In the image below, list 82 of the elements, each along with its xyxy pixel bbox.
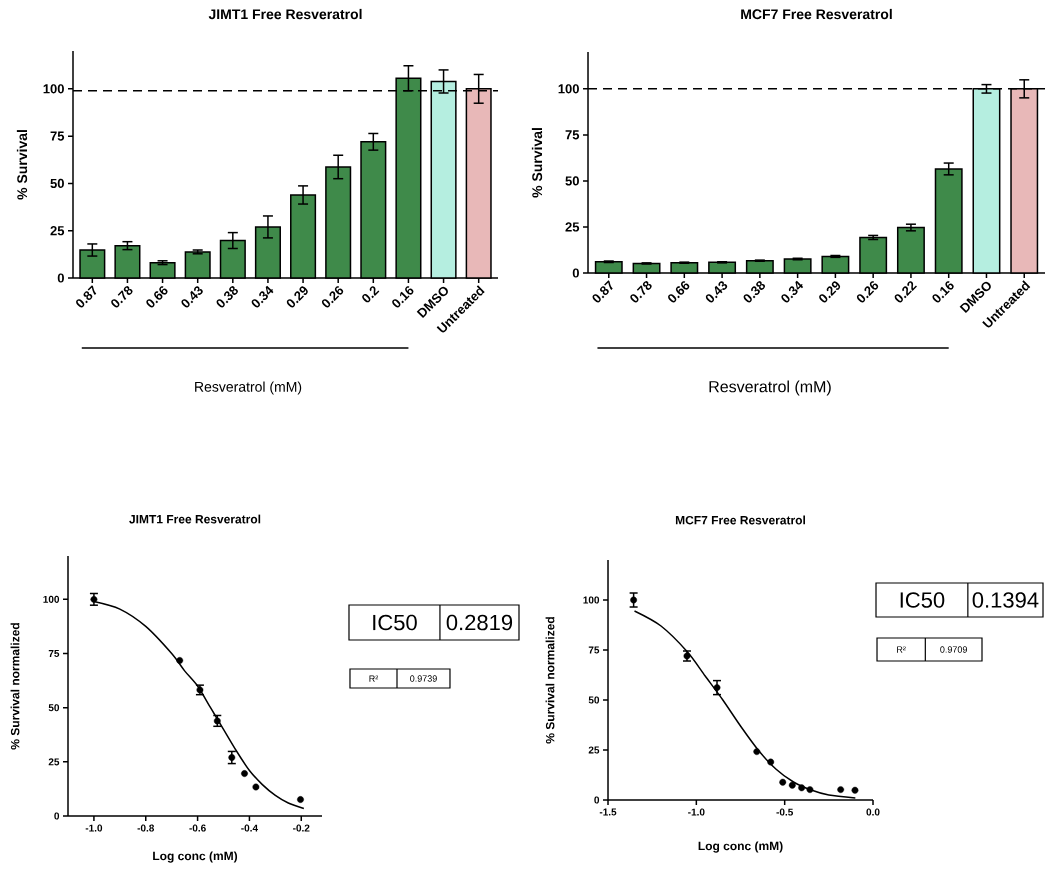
text: 0.1394	[972, 592, 1039, 608]
x-tick-label: -0.4	[241, 824, 258, 832]
y-tick-label: 50	[48, 704, 60, 712]
y-tick-label: 50	[565, 176, 579, 186]
x-tick-label: -1.0	[688, 808, 705, 816]
x-tick-label: 0.38	[216, 286, 238, 308]
y-tick-label: 75	[588, 646, 600, 654]
x-tick-label: -1.5	[599, 808, 617, 816]
y-tick-label: 100	[43, 595, 60, 603]
y-tick-label: 75	[565, 130, 580, 140]
x-tick-label: 0.43	[181, 286, 203, 308]
x-tick-label: 0.26	[321, 286, 344, 308]
point	[252, 783, 260, 791]
point	[713, 684, 721, 692]
x-tick-label: -0.8	[137, 824, 155, 832]
x-tick-label: 0.2	[362, 286, 380, 303]
text: IC50	[373, 614, 417, 631]
y-tick-label: 0	[57, 273, 64, 283]
chart-title: JIMT1 Free Resveratrol	[129, 514, 261, 524]
chart-title: JIMT1 Free Resveratrol	[208, 8, 362, 20]
y-tick-label: 50	[588, 696, 600, 704]
y-tick-label: 0	[54, 812, 60, 820]
x-tick-label: 0.16	[932, 281, 954, 303]
y-axis-title: % Survival normalized	[10, 623, 20, 750]
point	[753, 748, 761, 756]
x-tick-label: 0.66	[668, 281, 690, 303]
text: 0.9709	[940, 646, 967, 653]
y-tick-label: 25	[48, 758, 60, 766]
x-tick-label: 0.22	[894, 281, 917, 303]
point	[176, 657, 184, 664]
y-tick-label: 0	[572, 268, 579, 278]
x-tick-label: -0.2	[293, 824, 310, 832]
x-tick-label: -0.5	[776, 808, 794, 816]
y-tick-label: 25	[50, 226, 65, 236]
y-tick-label: 100	[558, 84, 579, 94]
x-axis-title: Log conc (mM)	[698, 841, 783, 853]
x-tick-label: 0.38	[743, 281, 766, 303]
y-tick-label: 50	[50, 178, 64, 189]
y-tick-label: 25	[588, 746, 600, 754]
point	[767, 758, 775, 766]
x-tick-label: 0.34	[781, 280, 804, 303]
point	[297, 796, 304, 803]
y-tick-label: 75	[50, 131, 65, 141]
x-tick-label: 0.78	[630, 281, 652, 303]
x-axis-title: Resveratrol (mM)	[195, 381, 302, 395]
point	[228, 754, 236, 761]
y-tick-label: 25	[565, 222, 580, 232]
x-axis-title: Resveratrol (mM)	[709, 380, 831, 396]
point	[241, 770, 248, 777]
x-tick-label: 0.29	[286, 286, 308, 308]
y-tick-label: 75	[48, 650, 60, 657]
point	[851, 786, 859, 794]
x-tick-label: 0.29	[819, 281, 841, 303]
text: 0.9739	[410, 675, 437, 682]
text: R²	[369, 675, 379, 682]
text: 0.2819	[446, 614, 513, 631]
x-tick-label: 0.66	[146, 286, 168, 308]
point	[798, 784, 806, 792]
x-tick-label: -0.6	[189, 824, 206, 832]
x-tick-label: 0.16	[392, 286, 414, 308]
point	[788, 781, 796, 789]
x-tick-label: -1.0	[85, 824, 103, 832]
point	[779, 778, 787, 786]
x-tick-label: 0.26	[856, 281, 879, 303]
y-axis-title: % Survival normalized	[545, 617, 555, 744]
y-axis-title: % Survival	[16, 130, 28, 200]
text: R²	[897, 646, 906, 653]
x-tick-label: 0.0	[866, 808, 880, 816]
x-tick-label: 0.43	[705, 281, 728, 303]
y-axis-title: % Survival	[531, 128, 543, 198]
y-tick-label: 100	[583, 596, 600, 604]
text: IC50	[900, 592, 945, 608]
x-tick-label: 0.78	[111, 286, 133, 308]
chart-title: MCF7 Free Resveratrol	[741, 8, 892, 20]
x-axis-title: Log conc (mM)	[153, 851, 238, 863]
y-tick-label: 0	[594, 796, 600, 804]
point	[806, 786, 814, 794]
point	[630, 596, 638, 604]
x-tick-label: 0.34	[251, 285, 274, 308]
point	[837, 786, 845, 794]
chart-title: MCF7 Free Resveratrol	[675, 515, 805, 525]
y-tick-label: 100	[43, 84, 64, 94]
